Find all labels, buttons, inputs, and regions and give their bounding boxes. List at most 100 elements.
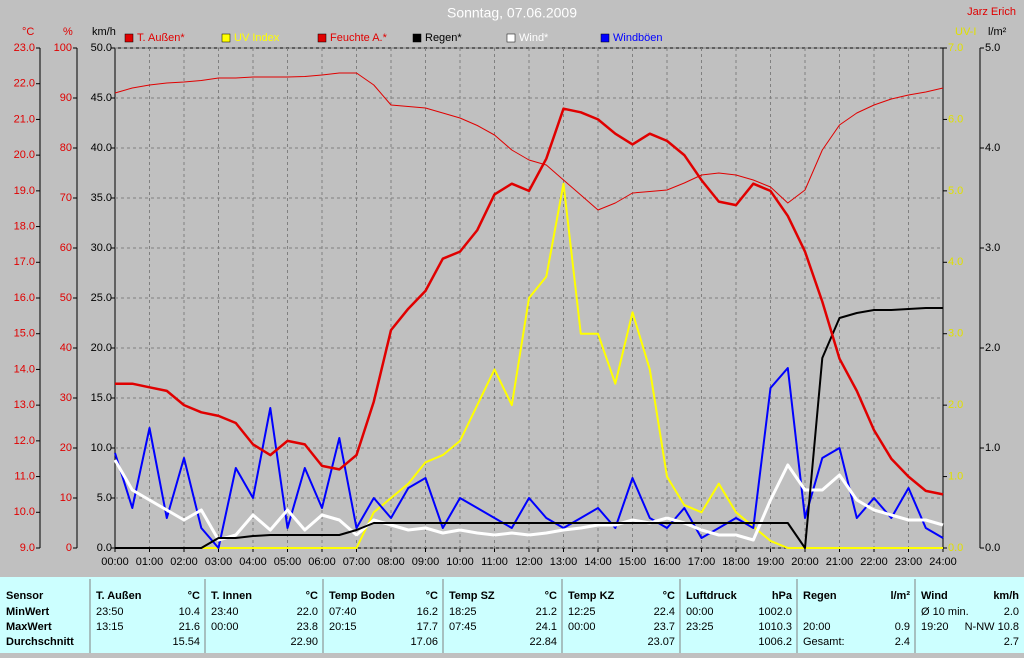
legend-label: Regen* xyxy=(425,32,462,44)
x-tick-label: 13:00 xyxy=(550,556,578,568)
y-tick-label: 13.0 xyxy=(14,399,35,411)
group-name: Temp SZ xyxy=(449,590,495,602)
y-tick-label: 10.0 xyxy=(91,442,112,454)
row-label: MinWert xyxy=(6,606,50,618)
y-tick-label: 17.0 xyxy=(14,256,35,268)
y-tick-label: 30.0 xyxy=(91,242,112,254)
group-name: Temp KZ xyxy=(568,590,615,602)
series-line xyxy=(115,307,943,549)
y-tick-label: 10 xyxy=(60,492,72,504)
series-line xyxy=(115,107,944,496)
group-unit: °C xyxy=(663,590,675,602)
y-tick-label: 80 xyxy=(60,142,72,154)
y-tick-label: 90 xyxy=(60,92,72,104)
cell: 2.0 xyxy=(1004,606,1019,618)
table-background xyxy=(0,577,1024,653)
cell: 22.90 xyxy=(290,636,318,648)
y-tick-label: 0 xyxy=(66,542,72,554)
y-tick-label: 3.0 xyxy=(985,242,1000,254)
group-unit: l/m² xyxy=(890,590,910,602)
cell: 12:25 xyxy=(568,606,596,618)
y-tick-label: 60 xyxy=(60,242,72,254)
axis-unit: UV-I xyxy=(955,26,976,38)
y-tick-label: 15.0 xyxy=(14,328,35,340)
cell: 00:00 xyxy=(568,621,596,633)
row-label: Durchschnitt xyxy=(6,636,74,648)
y-tick-label: 50.0 xyxy=(91,42,112,54)
x-tick-label: 00:00 xyxy=(101,556,129,568)
y-tick-label: 50 xyxy=(60,292,72,304)
group-unit: °C xyxy=(545,590,557,602)
y-tick-label: 11.0 xyxy=(14,470,35,482)
axis-unit: l/m² xyxy=(988,26,1007,38)
cell: 23:50 xyxy=(96,606,124,618)
cell: 19:20 xyxy=(921,621,949,633)
group-unit: hPa xyxy=(772,590,793,602)
group-name: Temp Boden xyxy=(329,590,395,602)
group-name: T. Außen xyxy=(96,590,142,602)
y-tick-label: 0.0 xyxy=(948,542,963,554)
cell: 1006.2 xyxy=(758,636,792,648)
x-tick-label: 18:00 xyxy=(722,556,750,568)
author: Jarz Erich xyxy=(967,6,1016,18)
series-line xyxy=(113,459,944,542)
cell: 1002.0 xyxy=(758,606,792,618)
cell: 23.8 xyxy=(297,621,318,633)
y-tick-label: 23.0 xyxy=(14,42,35,54)
y-tick-label: 18.0 xyxy=(14,220,35,232)
y-tick-label: 3.0 xyxy=(948,328,963,340)
axis-unit: °C xyxy=(22,26,34,38)
x-tick-label: 05:00 xyxy=(274,556,302,568)
y-tick-label: 5.0 xyxy=(948,185,963,197)
axis-unit: % xyxy=(63,26,73,38)
cell: 00:00 xyxy=(211,621,239,633)
cell: 18:25 xyxy=(449,606,477,618)
y-tick-label: 10.0 xyxy=(14,506,35,518)
x-tick-label: 23:00 xyxy=(895,556,923,568)
row-label: MaxWert xyxy=(6,621,52,633)
cell: 1010.3 xyxy=(758,621,792,633)
x-tick-label: 12:00 xyxy=(515,556,543,568)
cell: 23.7 xyxy=(654,621,675,633)
cell: 17.06 xyxy=(410,636,438,648)
y-tick-label: 5.0 xyxy=(985,42,1000,54)
x-tick-label: 02:00 xyxy=(170,556,198,568)
y-tick-label: 30 xyxy=(60,392,72,404)
y-tick-label: 19.0 xyxy=(14,185,35,197)
y-tick-label: 16.0 xyxy=(14,292,35,304)
row-label: Sensor xyxy=(6,590,44,602)
group-unit: km/h xyxy=(993,590,1019,602)
y-tick-label: 40 xyxy=(60,342,72,354)
cell: 22.84 xyxy=(529,636,557,648)
y-tick-label: 1.0 xyxy=(985,442,1000,454)
group-unit: °C xyxy=(426,590,438,602)
cell: N-NW 10.8 xyxy=(965,621,1019,633)
x-tick-label: 17:00 xyxy=(688,556,716,568)
group-name: Regen xyxy=(803,590,837,602)
x-tick-label: 20:00 xyxy=(791,556,819,568)
y-tick-label: 100 xyxy=(54,42,72,54)
x-tick-label: 14:00 xyxy=(584,556,612,568)
y-tick-label: 45.0 xyxy=(91,92,112,104)
legend-label: T. Außen* xyxy=(137,32,185,44)
cell: 07:40 xyxy=(329,606,357,618)
y-tick-label: 14.0 xyxy=(14,363,35,375)
y-tick-label: 2.0 xyxy=(985,342,1000,354)
y-tick-label: 1.0 xyxy=(948,470,963,482)
y-tick-label: 35.0 xyxy=(91,192,112,204)
legend-swatch xyxy=(412,33,422,43)
cell: 22.4 xyxy=(654,606,675,618)
chart-title: Sonntag, 07.06.2009 xyxy=(447,5,577,21)
y-tick-label: 20.0 xyxy=(14,149,35,161)
y-tick-label: 25.0 xyxy=(91,292,112,304)
stats-table: Sensor MinWert MaxWert Durchschnitt T. Außen… xyxy=(0,577,1024,653)
legend-swatch xyxy=(600,33,610,43)
y-tick-label: 21.0 xyxy=(14,113,35,125)
y-tick-label: 2.0 xyxy=(948,399,963,411)
cell: 2.7 xyxy=(1004,636,1019,648)
x-tick-label: 22:00 xyxy=(860,556,888,568)
x-tick-label: 21:00 xyxy=(826,556,854,568)
x-tick-label: 03:00 xyxy=(205,556,233,568)
